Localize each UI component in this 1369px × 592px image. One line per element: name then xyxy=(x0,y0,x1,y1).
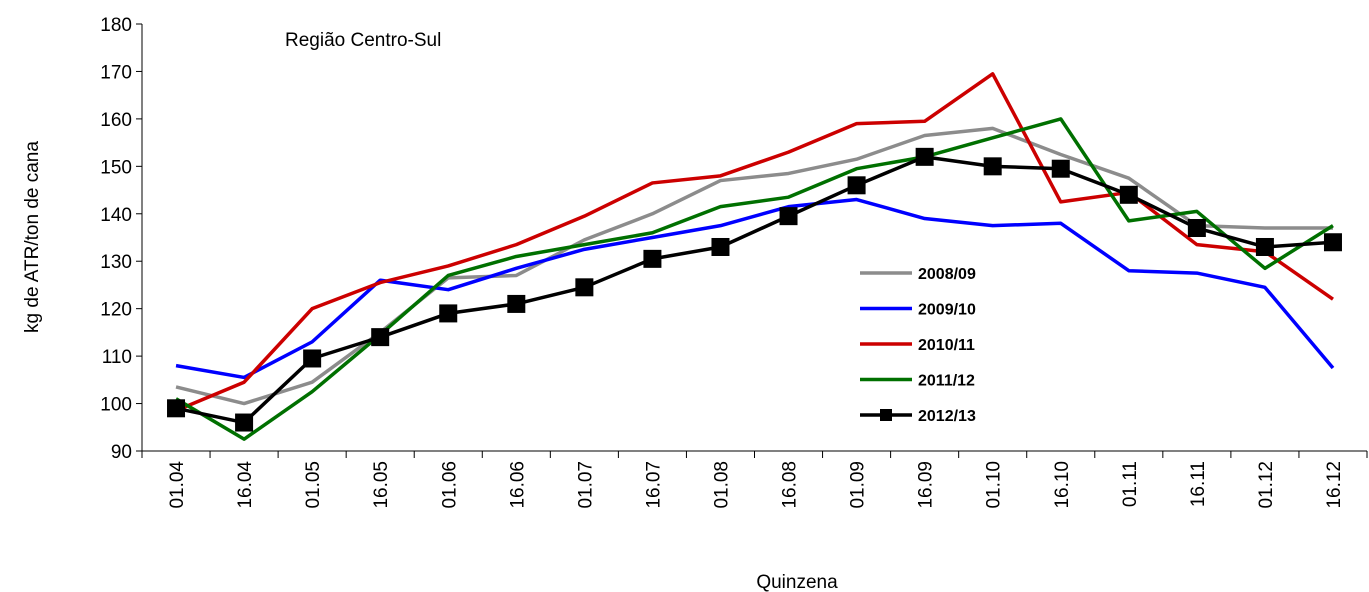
x-tick-label: 16.12 xyxy=(1324,461,1345,509)
series-marker xyxy=(983,157,1002,176)
x-tick-label: 16.08 xyxy=(780,461,801,509)
x-tick-label: 01.07 xyxy=(575,461,596,509)
series-marker xyxy=(575,278,594,297)
y-tick-label: 110 xyxy=(102,347,132,368)
series-marker xyxy=(439,304,458,323)
series-line xyxy=(175,197,1335,380)
legend-label: 2009/10 xyxy=(918,302,976,319)
y-tick-label: 140 xyxy=(100,205,132,226)
x-tick-label: 01.11 xyxy=(1120,461,1141,507)
x-tick-label: 01.10 xyxy=(984,461,1005,509)
series-marker xyxy=(1051,159,1070,178)
y-tick-label: 130 xyxy=(100,252,132,273)
series-marker xyxy=(371,328,390,347)
series-marker xyxy=(235,413,254,432)
series-marker xyxy=(167,399,186,418)
legend-label: 2010/11 xyxy=(918,337,975,354)
series-line xyxy=(175,117,1334,441)
y-tick-label: 120 xyxy=(100,300,132,321)
series-marker xyxy=(1119,185,1138,204)
x-tick-label: 16.07 xyxy=(643,461,664,509)
series-marker xyxy=(1187,219,1206,238)
x-tick-label: 16.10 xyxy=(1052,461,1073,509)
x-tick-label: 01.12 xyxy=(1256,461,1277,509)
x-tick-label: 01.06 xyxy=(439,461,460,509)
x-tick-label: 16.09 xyxy=(916,461,937,509)
y-tick-label: 90 xyxy=(111,442,132,463)
y-tick-label: 100 xyxy=(100,395,132,416)
x-tick-label: 16.06 xyxy=(507,461,528,509)
series-line xyxy=(175,155,1334,425)
chart-title: Região Centro-Sul xyxy=(285,30,441,51)
y-tick-label: 170 xyxy=(100,62,132,83)
series-marker xyxy=(1323,233,1342,252)
y-axis-label: kg de ATR/ton de cana xyxy=(22,141,43,333)
series-marker xyxy=(847,176,866,195)
legend-label: 2008/09 xyxy=(918,266,976,283)
x-tick-label: 01.04 xyxy=(167,461,188,509)
x-tick-label: 01.05 xyxy=(303,461,324,509)
x-tick-label: 01.08 xyxy=(711,461,732,509)
y-tick-label: 150 xyxy=(100,157,132,178)
series-marker xyxy=(507,294,526,313)
x-tick-label: 16.11 xyxy=(1188,461,1209,507)
y-tick-label: 180 xyxy=(100,15,132,36)
series-marker xyxy=(1255,237,1274,256)
series-marker xyxy=(779,207,798,226)
x-tick-label: 16.04 xyxy=(235,461,256,509)
series-marker xyxy=(303,349,322,368)
series-marker xyxy=(711,237,730,256)
legend-label: 2011/12 xyxy=(918,373,975,390)
series-marker xyxy=(643,249,662,268)
legend-marker xyxy=(880,409,892,421)
x-axis-label: Quinzena xyxy=(756,572,838,592)
legend-label: 2012/13 xyxy=(918,408,976,425)
series-marker xyxy=(915,147,934,166)
x-tick-label: 01.09 xyxy=(848,461,869,509)
x-tick-label: 16.05 xyxy=(371,461,392,509)
y-tick-label: 160 xyxy=(100,110,132,131)
